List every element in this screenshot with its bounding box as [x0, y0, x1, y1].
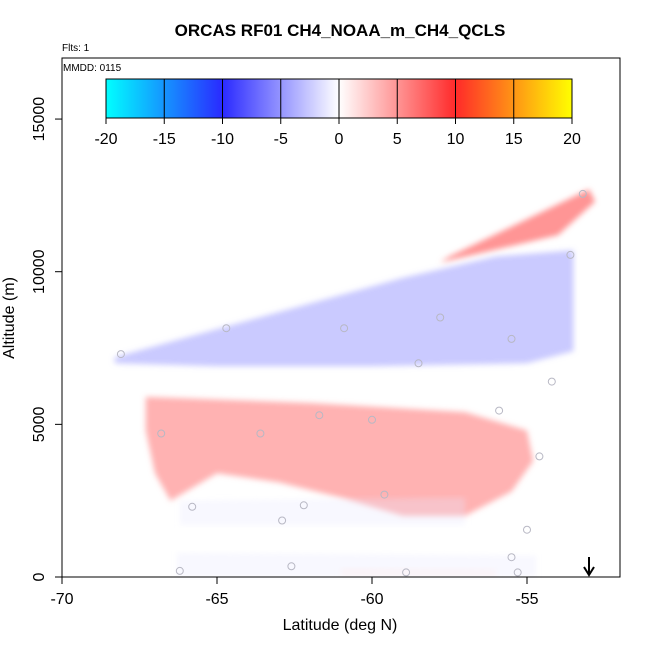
x-tick-label: -60 — [360, 591, 383, 608]
flights-note: Flts: 1 — [62, 43, 90, 54]
plot-area — [114, 189, 596, 577]
date-note: MMDD: 0115 — [63, 63, 122, 74]
flight-point — [547, 377, 556, 386]
y-tick-label: 0 — [31, 572, 48, 581]
x-tick-label: -55 — [515, 591, 538, 608]
colorbar-tick-label: 10 — [447, 131, 465, 148]
colorbar-tick-label: 0 — [335, 131, 344, 148]
y-tick-label: 10000 — [31, 249, 48, 294]
flight-point — [507, 334, 516, 343]
heatmap-region — [179, 497, 466, 526]
x-tick-label: -70 — [50, 591, 73, 608]
flight-point — [299, 501, 308, 510]
flight-point — [315, 411, 324, 420]
flight-point — [513, 568, 522, 577]
colorbar-tick-label: -20 — [94, 131, 117, 148]
y-axis-label: Altitude (m) — [1, 277, 18, 359]
flight-point — [175, 566, 184, 575]
flight-point — [578, 189, 587, 198]
direction-arrow-icon — [583, 566, 595, 577]
colorbar-tick-label: 5 — [393, 131, 402, 148]
flight-point — [256, 429, 265, 438]
colorbar: -20 -15 -10 -5 0 5 10 15 20 — [94, 78, 581, 148]
flight-point — [340, 324, 349, 333]
flight-point — [380, 490, 389, 499]
flight-point — [414, 359, 423, 368]
y-tick-label: 5000 — [31, 407, 48, 443]
flight-point — [222, 324, 231, 333]
x-axis-label: Latitude (deg N) — [283, 617, 398, 634]
x-tick-label: -65 — [205, 591, 228, 608]
flight-point — [116, 350, 125, 359]
flight-point — [278, 516, 287, 525]
flight-point — [188, 502, 197, 511]
plot-frame — [61, 57, 621, 578]
flight-point — [157, 429, 166, 438]
flight-point — [368, 415, 376, 424]
colorbar-tick-label: -15 — [153, 131, 176, 148]
heatmap-region — [341, 567, 496, 577]
colorbar-tick-label: 20 — [563, 131, 581, 148]
flight-point — [436, 313, 445, 322]
flight-point — [507, 553, 516, 562]
colorbar-tick-label: 15 — [505, 131, 523, 148]
flight-point — [535, 452, 544, 461]
chart-title: ORCAS RF01 CH4_NOAA_m_CH4_QCLS — [175, 21, 506, 40]
colorbar-tick-label: -5 — [274, 131, 288, 148]
flight-point — [402, 568, 411, 577]
heatmap-region — [440, 189, 596, 263]
flight-point — [287, 562, 296, 571]
colorbar-tick-label: -10 — [211, 131, 234, 148]
flight-point — [523, 525, 531, 534]
flight-point — [495, 406, 504, 415]
y-tick-label: 15000 — [31, 97, 48, 142]
flight-point — [566, 250, 575, 259]
heatmap-region — [145, 396, 534, 516]
heatmap-region — [114, 250, 574, 367]
